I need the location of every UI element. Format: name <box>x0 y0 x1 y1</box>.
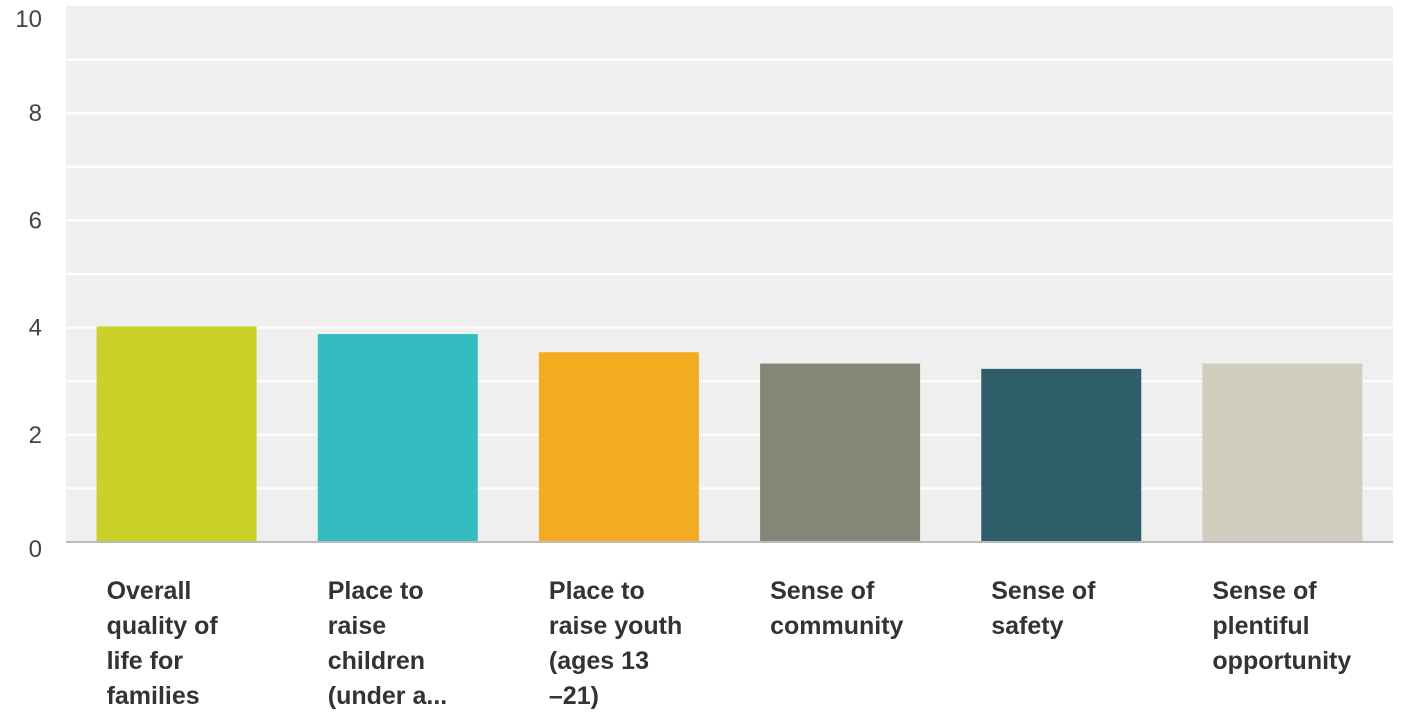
bar <box>317 334 478 542</box>
bars <box>96 326 1363 542</box>
bar <box>981 368 1142 542</box>
x-tick-label: Sense of community <box>770 577 904 640</box>
y-axis-tick-labels: 0 2 4 6 8 10 <box>15 6 42 563</box>
y-tick-label: 10 <box>15 6 42 33</box>
x-tick-label: Overall quality of life for families <box>106 577 218 710</box>
y-tick-label: 2 <box>29 422 42 449</box>
bar <box>1202 363 1363 542</box>
x-tick-label: Place to raise youth (ages 13 –21) <box>548 577 683 710</box>
y-tick-label: 8 <box>29 100 42 127</box>
bar <box>96 326 257 542</box>
y-tick-label: 6 <box>29 207 42 234</box>
x-tick-label: Sense of plentiful opportunity <box>1212 577 1352 675</box>
bar <box>538 352 699 542</box>
bar <box>760 363 921 542</box>
x-tick-label: Sense of safety <box>991 577 1096 640</box>
x-tick-label: Place to raise children (under a... <box>327 577 448 710</box>
y-tick-label: 0 <box>29 536 42 563</box>
gridlines <box>66 58 1393 490</box>
y-tick-label: 4 <box>29 315 42 342</box>
